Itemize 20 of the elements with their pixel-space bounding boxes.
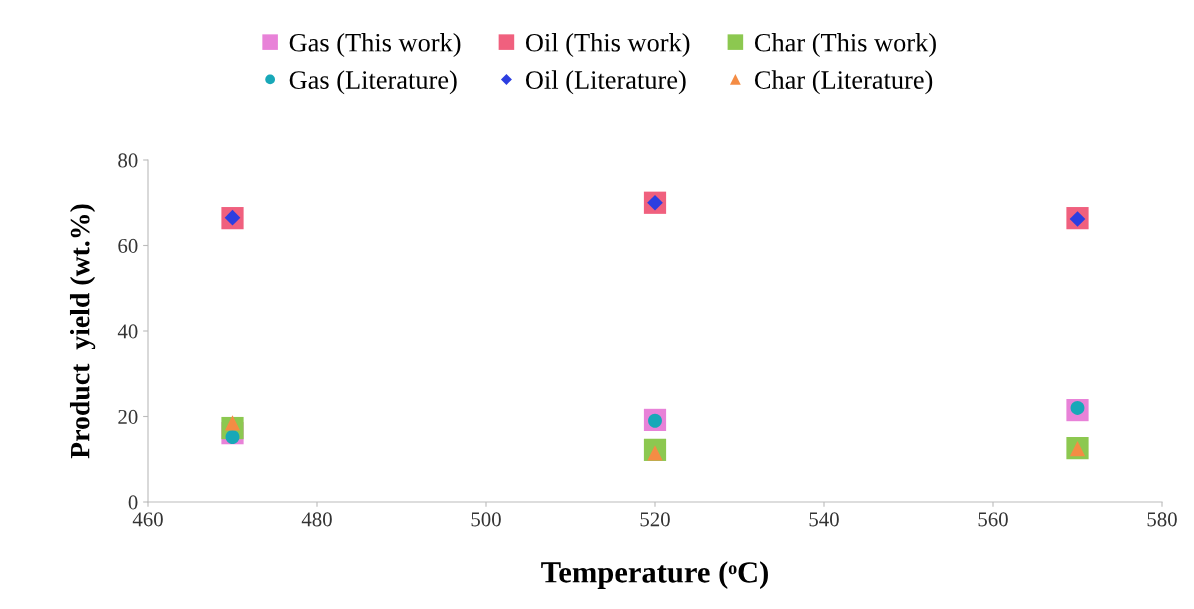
legend-label: Oil (This work) [525, 33, 690, 57]
y-tick-label: 80 [118, 153, 138, 168]
y-tick-label: 0 [128, 495, 138, 510]
x-tick-label: 520 [640, 512, 670, 527]
x-tick-label: 580 [1147, 512, 1177, 527]
x-tick-label: 500 [471, 512, 501, 527]
legend-label: Gas (This work) [289, 33, 461, 57]
x-tick-label: 460 [132, 512, 163, 527]
legend-label: Char (Literature) [754, 70, 933, 95]
legend-label: Gas (Literature) [289, 70, 457, 95]
x-tick-label: 480 [301, 512, 332, 527]
y-tick-label: 40 [117, 324, 138, 339]
x-tick-label: 560 [978, 512, 1008, 527]
y-axis-title: Product yield (wt.%) [69, 204, 96, 459]
legend-label: Char (This work) [754, 33, 936, 57]
y-tick-label: 60 [118, 238, 138, 253]
y-tick-label: 20 [118, 409, 138, 424]
legend-label: Oil (Literature) [525, 70, 686, 95]
x-tick-label: 540 [809, 512, 839, 527]
x-axis-title: Temperature (ᵒC) [541, 561, 768, 589]
